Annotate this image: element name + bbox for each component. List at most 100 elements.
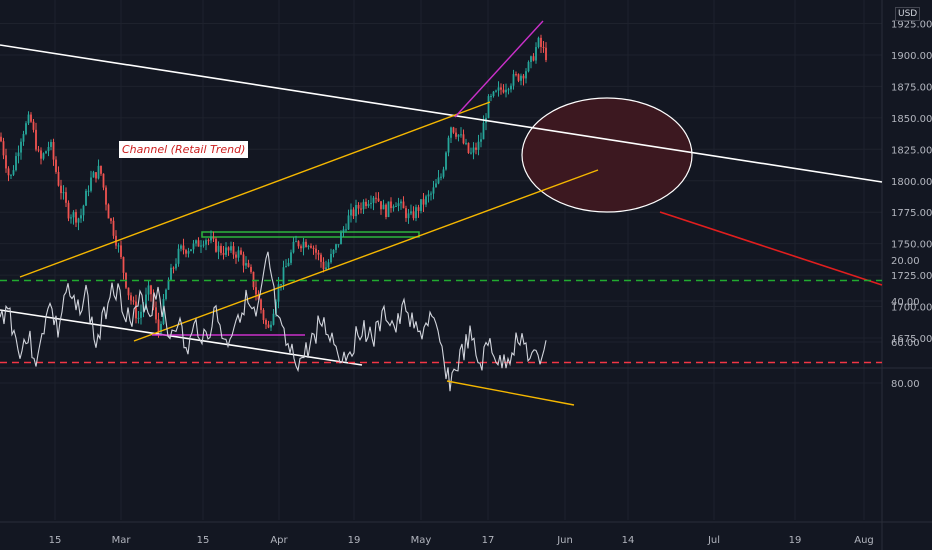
candle-body — [527, 61, 530, 72]
candle-body — [122, 257, 125, 273]
candle-body — [372, 197, 375, 203]
candle-body — [392, 206, 395, 209]
candle-body — [477, 141, 480, 150]
candle-body — [387, 201, 390, 218]
channel-lower-line — [133, 169, 599, 342]
candle-body — [260, 299, 262, 310]
candle-body — [422, 199, 425, 205]
candle-body — [7, 168, 10, 176]
candle-body — [20, 141, 22, 153]
candle-body — [542, 46, 545, 48]
candle-body — [240, 250, 242, 255]
date-tick-label: 14 — [622, 535, 635, 546]
candle-body — [77, 218, 80, 223]
price-tick-label: 1675.000 — [891, 334, 932, 345]
candle-body — [255, 287, 257, 295]
candle-body — [322, 261, 325, 270]
candle-body — [490, 96, 492, 98]
candle-body — [172, 267, 175, 269]
candle-body — [192, 243, 195, 250]
candle-body — [337, 244, 340, 246]
candle-body — [120, 245, 122, 258]
candle-body — [217, 245, 220, 252]
price-axis[interactable]: 1925.000 1900.000 1875.000 1850.000 1825.000… — [891, 20, 932, 346]
candle-body — [82, 205, 85, 216]
candle-body — [32, 121, 35, 130]
candle-body — [302, 241, 305, 249]
candle-body — [310, 245, 312, 248]
candle-body — [157, 319, 160, 333]
candle-body — [445, 152, 447, 170]
candle-body — [327, 262, 330, 268]
candle-body — [537, 37, 540, 48]
candle-body — [355, 204, 357, 217]
candle-body — [5, 155, 7, 169]
price-tick-label: 1900.000 — [891, 51, 932, 62]
drawings-back — [201, 97, 693, 238]
candle-body — [135, 301, 137, 319]
candle-body — [497, 87, 500, 91]
candle-body — [50, 142, 52, 147]
candle-body — [17, 152, 20, 157]
candle-body — [280, 284, 282, 286]
candle-body — [510, 85, 512, 90]
date-tick-label: May — [411, 535, 432, 546]
candle-body — [107, 204, 110, 219]
candle-body — [225, 247, 227, 255]
date-tick-label: Mar — [112, 535, 132, 546]
candle-body — [132, 300, 135, 302]
date-tick-label: Jun — [556, 535, 573, 546]
candle-body — [432, 187, 435, 194]
candle-body — [75, 212, 77, 223]
candle-body — [532, 56, 535, 61]
candle-body — [185, 250, 187, 254]
channel-upper-line — [19, 101, 491, 278]
candle-body — [535, 47, 537, 61]
candle-body — [42, 153, 45, 159]
candle-body — [265, 319, 267, 325]
candle-body — [202, 244, 205, 246]
candle-body — [262, 309, 265, 320]
projection-line — [659, 211, 883, 286]
candle-body — [150, 285, 152, 295]
date-axis[interactable]: 15 Mar 15 Apr 19 May 17 Jun 14 Jul 19 Aug — [49, 535, 874, 546]
candle-body — [300, 246, 302, 249]
candle-body — [215, 238, 217, 252]
candle-body — [212, 237, 215, 239]
candle-body — [472, 147, 475, 153]
candle-body — [370, 202, 372, 204]
candle-body — [117, 245, 120, 247]
date-tick-label: Apr — [270, 535, 288, 546]
channel-annotation[interactable]: Channel (Retail Trend) — [119, 141, 249, 158]
candle-body — [437, 177, 440, 184]
candle-body — [517, 74, 520, 81]
candle-body — [292, 241, 295, 253]
candle-body — [105, 187, 107, 205]
candle-body — [412, 211, 415, 219]
candle-body — [182, 245, 185, 251]
candle-body — [467, 142, 470, 153]
upper-trendline — [0, 44, 883, 183]
candle-body — [270, 324, 272, 328]
candle-body — [245, 263, 247, 266]
candle-body — [27, 114, 30, 124]
candle-body — [530, 56, 532, 62]
candle-body — [30, 114, 32, 122]
candle-body — [295, 241, 297, 243]
candle-body — [205, 240, 207, 245]
candle-body — [282, 267, 285, 285]
candle-body — [257, 294, 260, 300]
price-tick-label: 1775.000 — [891, 208, 932, 219]
candle-body — [407, 213, 410, 219]
price-tick-label: 1875.000 — [891, 82, 932, 93]
candle-body — [0, 136, 2, 142]
candle-body — [147, 285, 150, 295]
candle-body — [252, 271, 255, 288]
rsi-axis[interactable]: 80.00 60.00 40.00 20.00 — [891, 256, 920, 390]
candle-body — [377, 198, 380, 202]
rsi-tick-label: 20.00 — [891, 256, 920, 267]
candle-body — [195, 240, 197, 244]
candle-body — [397, 203, 400, 207]
